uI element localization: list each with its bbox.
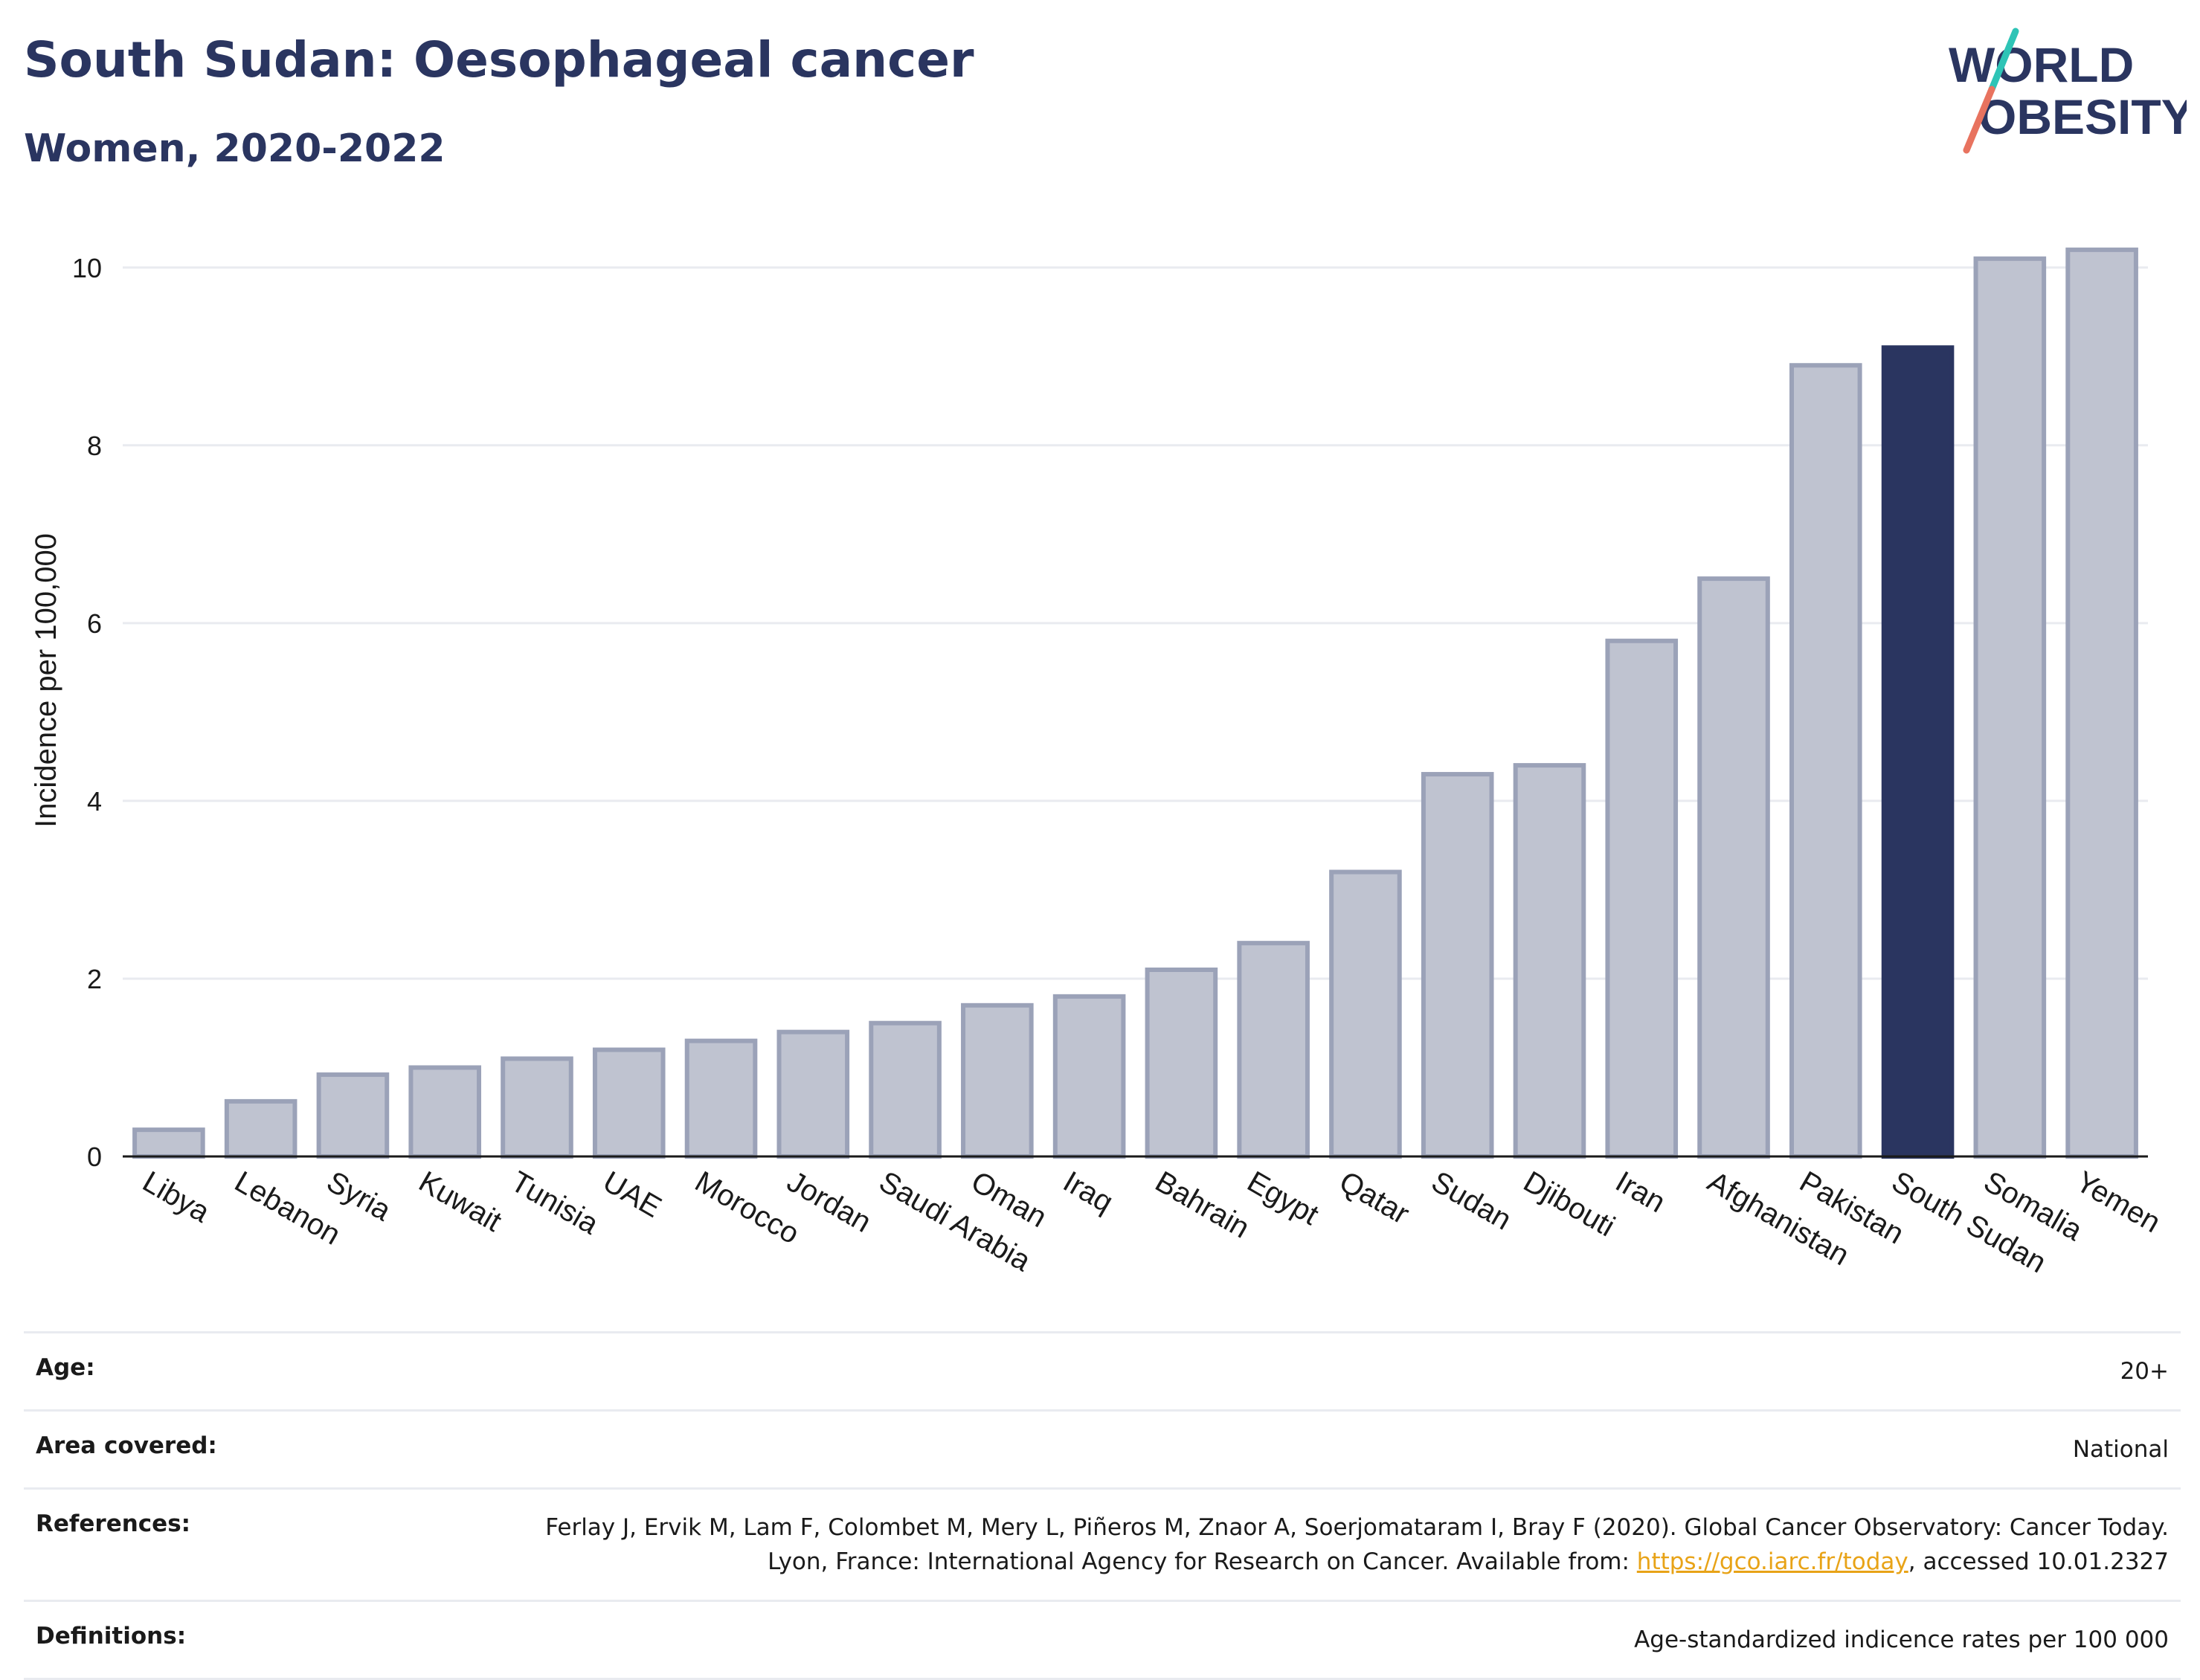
area-label: Area covered: bbox=[36, 1432, 217, 1459]
y-tick-label: 6 bbox=[87, 608, 102, 639]
x-tick-label: Morocco bbox=[689, 1165, 805, 1251]
x-tick-label: Egypt bbox=[1242, 1165, 1325, 1232]
bar-tunisia bbox=[501, 1056, 573, 1159]
bar-oman bbox=[961, 1002, 1034, 1159]
x-tick-label: UAE bbox=[597, 1165, 666, 1224]
x-tick-label: Djibouti bbox=[1518, 1165, 1621, 1243]
info-table: Age: 20+ Area covered: National Referenc… bbox=[24, 1331, 2181, 1680]
y-tick-label: 2 bbox=[87, 964, 102, 994]
y-axis: 0 2 4 6 8 10 bbox=[72, 253, 102, 1172]
x-tick-label: Kuwait bbox=[414, 1165, 507, 1238]
area-value: National bbox=[2072, 1436, 2169, 1463]
chart-subtitle: Women, 2020-2022 bbox=[24, 126, 446, 171]
bar-egypt bbox=[1237, 941, 1310, 1159]
logo-slash-bottom bbox=[1963, 86, 1995, 154]
chart-bars bbox=[132, 247, 2138, 1159]
bar-kuwait bbox=[408, 1065, 482, 1159]
y-tick-label: 0 bbox=[87, 1142, 102, 1172]
definitions-value: Age-standardized indicence rates per 100… bbox=[1634, 1626, 2169, 1653]
bar-saudi-arabia bbox=[869, 1020, 942, 1159]
x-tick-label: Qatar bbox=[1334, 1165, 1415, 1231]
info-row-area: Area covered: National bbox=[24, 1409, 2181, 1487]
x-tick-label: Lebanon bbox=[229, 1165, 346, 1252]
bar-south-sudan bbox=[1881, 345, 1955, 1159]
logo-text-obesity: OBESITY bbox=[1978, 89, 2187, 144]
bar-iran bbox=[1605, 638, 1679, 1159]
logo-text-world: WORLD bbox=[1949, 37, 2134, 92]
bar-sudan bbox=[1421, 772, 1494, 1159]
x-tick-label: Iran bbox=[1610, 1165, 1671, 1220]
info-row-age: Age: 20+ bbox=[24, 1331, 2181, 1409]
info-row-references: References: Ferlay J, Ervik M, Lam F, Co… bbox=[24, 1487, 2181, 1600]
world-obesity-logo: WORLD OBESITY bbox=[1949, 28, 2187, 154]
x-tick-label: Libya bbox=[137, 1165, 215, 1229]
bar-afghanistan bbox=[1697, 576, 1770, 1159]
bar-somalia bbox=[1973, 256, 2047, 1159]
references-label: References: bbox=[36, 1510, 191, 1537]
references-text: Ferlay J, Ervik M, Lam F, Colombet M, Me… bbox=[545, 1514, 2169, 1575]
bar-bahrain bbox=[1145, 968, 1218, 1159]
logo-slash-top bbox=[1988, 28, 2019, 93]
bar-jordan bbox=[776, 1029, 850, 1159]
references-value: Ferlay J, Ervik M, Lam F, Colombet M, Me… bbox=[495, 1510, 2169, 1579]
y-axis-label: Incidence per 100,000 bbox=[30, 533, 62, 828]
bar-libya bbox=[132, 1127, 205, 1159]
y-tick-label: 8 bbox=[87, 431, 102, 461]
bar-iraq bbox=[1052, 994, 1126, 1159]
definitions-label: Definitions: bbox=[36, 1623, 187, 1650]
x-tick-label: Sudan bbox=[1426, 1165, 1516, 1237]
references-link[interactable]: https://gco.iarc.fr/today bbox=[1636, 1548, 1908, 1575]
references-suffix: , accessed 10.01.2327 bbox=[1908, 1548, 2169, 1575]
bar-lebanon bbox=[224, 1098, 297, 1159]
bar-qatar bbox=[1329, 869, 1402, 1159]
y-tick-label: 10 bbox=[72, 253, 102, 283]
x-tick-label: Bahrain bbox=[1150, 1165, 1255, 1245]
x-tick-label: Yemen bbox=[2071, 1165, 2167, 1240]
bar-djibouti bbox=[1513, 763, 1586, 1159]
x-tick-label: South Sudan bbox=[1886, 1165, 2051, 1280]
bar-pakistan bbox=[1789, 363, 1862, 1159]
chart-title: South Sudan: Oesophageal cancer bbox=[24, 31, 974, 88]
bar-yemen bbox=[2065, 247, 2138, 1159]
x-tick-label: Iraq bbox=[1058, 1165, 1119, 1220]
bar-uae bbox=[592, 1047, 666, 1159]
x-tick-label: Tunisia bbox=[505, 1165, 604, 1241]
age-label: Age: bbox=[36, 1354, 95, 1381]
info-row-definitions: Definitions: Age-standardized indicence … bbox=[24, 1600, 2181, 1680]
bar-morocco bbox=[684, 1038, 758, 1159]
age-value: 20+ bbox=[2120, 1358, 2169, 1385]
y-tick-label: 4 bbox=[87, 786, 102, 817]
bar-syria bbox=[316, 1072, 390, 1159]
